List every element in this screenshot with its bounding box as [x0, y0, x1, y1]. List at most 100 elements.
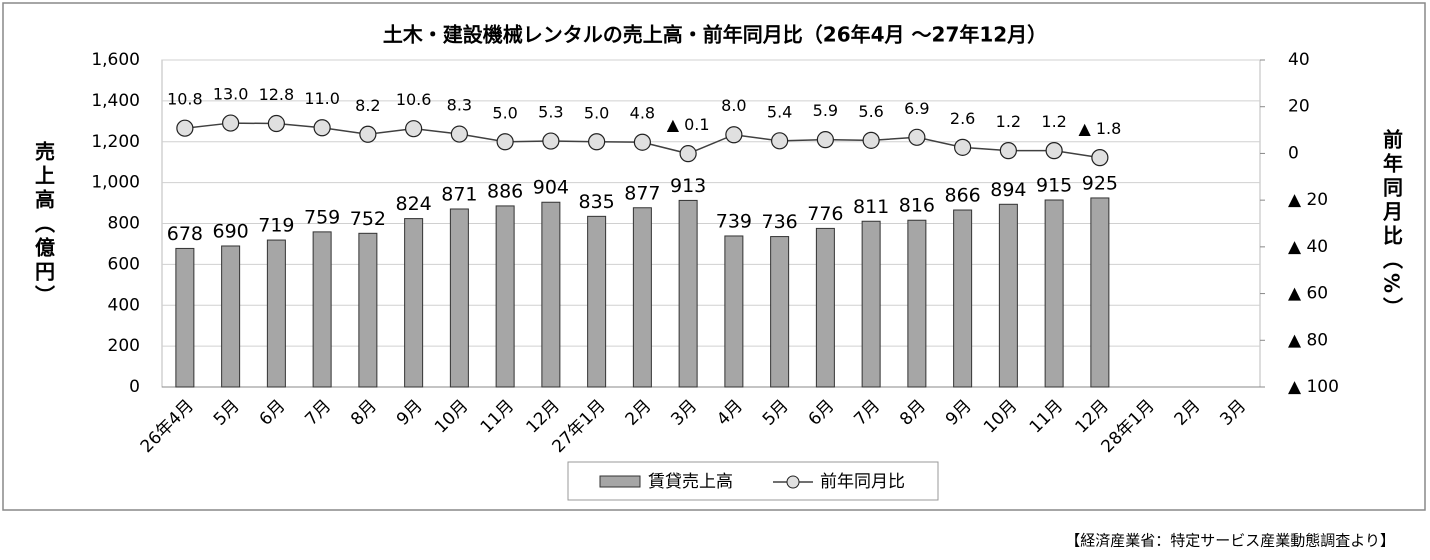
- bar-value-label: 877: [624, 182, 660, 204]
- y-tick-label: 600: [108, 254, 140, 274]
- line-marker: [405, 120, 423, 138]
- y-tick-label: 400: [108, 295, 140, 315]
- y-tick-label: 200: [108, 336, 140, 356]
- line-value-label: 2.6: [950, 109, 975, 128]
- bar-value-label: 835: [578, 191, 614, 213]
- bar: [1090, 197, 1110, 388]
- bar: [815, 227, 835, 388]
- bar-value-label: 904: [533, 177, 569, 199]
- chart-frame: [2, 2, 1426, 511]
- line-value-label: 8.3: [447, 96, 472, 115]
- bar-value-label: 886: [487, 180, 523, 202]
- bar: [221, 245, 241, 388]
- bar-value-label: 759: [304, 206, 340, 228]
- line-value-label: 13.0: [213, 85, 249, 104]
- bar-value-label: 678: [167, 223, 203, 245]
- line-marker: [176, 119, 194, 137]
- bar: [907, 219, 927, 388]
- bar-value-label: 824: [395, 193, 431, 215]
- bar-value-label: 894: [990, 179, 1026, 201]
- bar: [678, 199, 698, 388]
- y2-tick-label: 20: [1288, 97, 1310, 117]
- line-value-label: 5.3: [538, 103, 563, 122]
- line-marker: [588, 133, 606, 151]
- y2-tick-label: ▲ 60: [1288, 284, 1328, 304]
- bar-value-label: 736: [761, 211, 797, 233]
- line-marker: [313, 119, 331, 137]
- line-value-label: 1.2: [996, 112, 1021, 131]
- line-value-label: 11.0: [304, 89, 340, 108]
- bar-value-label: 690: [212, 220, 248, 242]
- line-marker: [1045, 142, 1063, 160]
- line-value-label: 5.0: [492, 103, 517, 122]
- bar: [404, 218, 424, 388]
- y-tick-label: 1,000: [91, 173, 140, 193]
- bar: [632, 207, 652, 388]
- bar-value-label: 913: [670, 175, 706, 197]
- y-tick-label: 1,200: [91, 132, 140, 152]
- line-value-label: 5.9: [813, 101, 838, 120]
- bar-value-label: 739: [716, 210, 752, 232]
- y-tick-label: 0: [129, 377, 140, 397]
- y2-tick-label: ▲ 40: [1288, 237, 1328, 257]
- bar: [953, 209, 973, 388]
- line-marker: [771, 132, 789, 150]
- bar-value-label: 752: [350, 208, 386, 230]
- source-note: 【経済産業省：特定サービス産業動態調査より】: [1065, 532, 1395, 550]
- y2-tick-label: 0: [1288, 143, 1299, 163]
- line-marker: [633, 133, 651, 151]
- bar: [541, 201, 561, 388]
- line-marker: [267, 114, 285, 133]
- line-value-label: 10.6: [396, 90, 432, 109]
- legend-swatch: [599, 475, 641, 488]
- bar: [449, 208, 469, 388]
- line-value-label: 6.9: [904, 99, 929, 118]
- line-marker: [496, 133, 514, 151]
- bar: [861, 220, 881, 388]
- chart-title: 土木・建設機械レンタルの売上高・前年同月比（26年4月 ～27年12月）: [383, 23, 1047, 47]
- line-value-label: ▲ 1.8: [1078, 119, 1121, 138]
- legend-label: 賃貸売上高: [648, 472, 733, 492]
- bar-value-label: 915: [1036, 174, 1072, 196]
- line-marker: [999, 142, 1017, 160]
- bar: [724, 235, 744, 388]
- bar-value-label: 866: [944, 185, 980, 207]
- y2-tick-label: ▲ 20: [1288, 190, 1328, 210]
- line-value-label: 5.4: [767, 102, 792, 121]
- y-tick-label: 1,400: [91, 91, 140, 111]
- line-marker: [542, 132, 560, 150]
- line-marker: [679, 145, 697, 163]
- bar: [175, 247, 195, 388]
- bar: [358, 232, 378, 388]
- line-value-label: 5.6: [858, 102, 883, 121]
- line-value-label: 12.8: [259, 85, 295, 104]
- y-tick-label: 800: [108, 214, 140, 234]
- bar: [1044, 199, 1064, 388]
- bar-value-label: 719: [258, 215, 294, 237]
- bar: [587, 215, 607, 388]
- bar-value-label: 925: [1082, 172, 1118, 194]
- line-marker: [954, 138, 972, 156]
- bar-value-label: 811: [853, 196, 889, 218]
- y-tick-label: 1,600: [91, 50, 140, 70]
- line-value-label: 4.8: [630, 104, 655, 123]
- line-marker: [725, 126, 743, 144]
- y-axis-title: 売上高（億円）: [32, 141, 56, 309]
- line-marker: [222, 114, 240, 132]
- bar-value-label: 871: [441, 183, 477, 205]
- line-value-label: 10.8: [167, 90, 203, 109]
- line-marker: [908, 128, 926, 146]
- bar: [770, 236, 790, 388]
- line-value-label: 8.2: [355, 96, 380, 115]
- y2-tick-label: 40: [1288, 50, 1310, 70]
- bar: [495, 205, 515, 388]
- bar-value-label: 816: [899, 195, 935, 217]
- line-marker: [862, 131, 880, 149]
- y2-tick-label: ▲ 100: [1288, 377, 1339, 397]
- line-marker: [450, 125, 468, 143]
- line-marker: [359, 125, 377, 143]
- bar: [266, 239, 286, 388]
- bar-value-label: 776: [807, 203, 843, 225]
- line-value-label: ▲ 0.1: [667, 115, 710, 134]
